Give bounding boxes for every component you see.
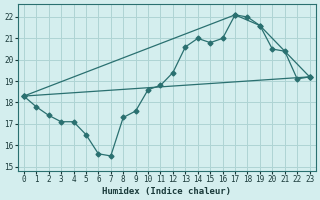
X-axis label: Humidex (Indice chaleur): Humidex (Indice chaleur) xyxy=(102,187,231,196)
